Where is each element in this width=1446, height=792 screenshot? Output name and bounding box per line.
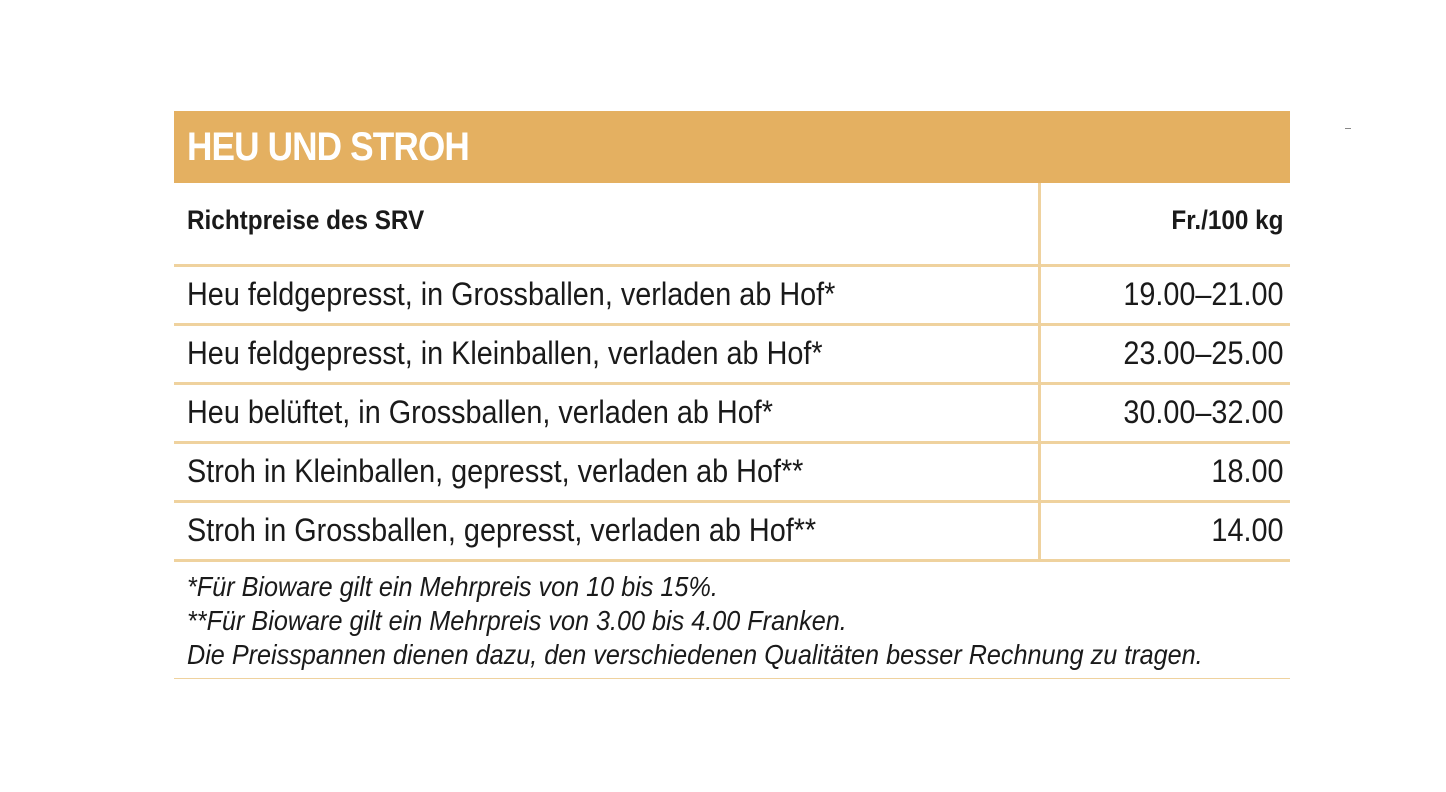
footnotes: *Für Bioware gilt ein Mehrpreis von 10 b… [174,562,1290,679]
footnote-bioware-francs: **Für Bioware gilt ein Mehrpreis von 3.0… [187,604,847,636]
row-description: Heu feldgepresst, in Grossballen, verlad… [187,276,836,312]
table-row: Heu feldgepresst, in Kleinballen, verlad… [174,324,1290,383]
crop-mark [1345,128,1351,129]
table-row: Stroh in Kleinballen, gepresst, verladen… [174,442,1290,501]
row-description: Stroh in Grossballen, gepresst, verladen… [187,512,817,548]
footnote-bioware-percent: *Für Bioware gilt ein Mehrpreis von 10 b… [187,570,718,602]
row-description: Heu belüftet, in Grossballen, verladen a… [187,394,773,430]
row-price: 23.00–25.00 [1037,324,1290,383]
table-title: HEU UND STROH [187,124,470,169]
column-header-price: Fr./100 kg [1037,183,1290,265]
price-table-card: HEU UND STROH Richtpreise des SRV Fr./10… [174,111,1290,679]
table-row: Heu belüftet, in Grossballen, verladen a… [174,383,1290,442]
table-row: Stroh in Grossballen, gepresst, verladen… [174,501,1290,560]
row-price: 19.00–21.00 [1037,265,1290,324]
row-price: 14.00 [1037,501,1290,560]
row-description: Stroh in Kleinballen, gepresst, verladen… [187,453,804,489]
row-description: Heu feldgepresst, in Kleinballen, verlad… [187,335,823,371]
row-price: 18.00 [1037,442,1290,501]
column-header-description: Richtpreise des SRV [187,205,425,235]
table-header-row: Richtpreise des SRV Fr./100 kg [174,183,1290,265]
row-price: 30.00–32.00 [1037,383,1290,442]
table-row: Heu feldgepresst, in Grossballen, verlad… [174,265,1290,324]
title-bar: HEU UND STROH [174,111,1290,183]
price-table: Richtpreise des SRV Fr./100 kg Heu feldg… [174,183,1290,562]
footnote-price-ranges: Die Preisspannen dienen dazu, den versch… [187,638,1203,670]
